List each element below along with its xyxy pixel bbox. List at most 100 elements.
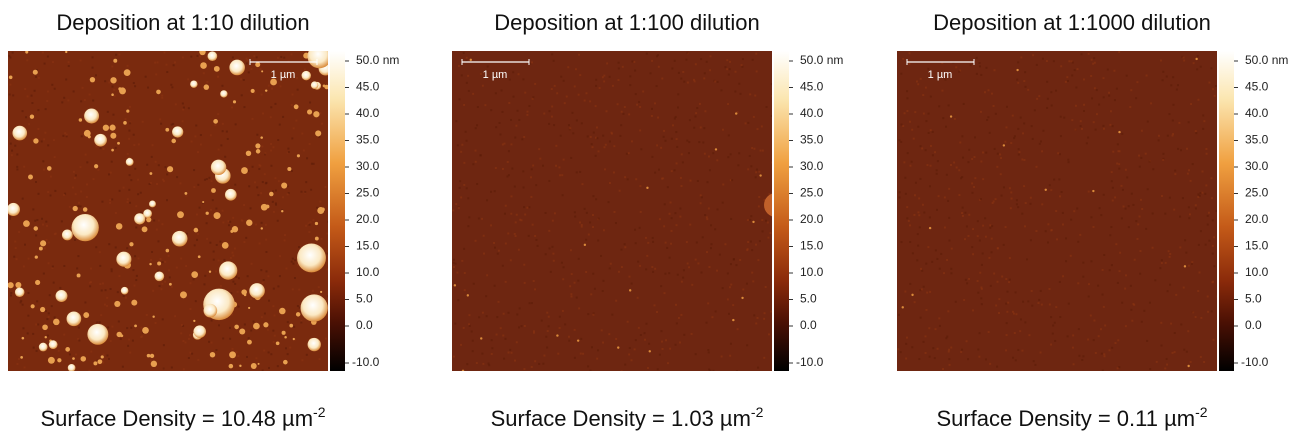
noise	[688, 266, 691, 269]
noise	[1008, 278, 1011, 281]
noise	[225, 130, 228, 133]
noise	[308, 142, 311, 145]
noise	[51, 266, 54, 269]
noise	[1013, 332, 1016, 335]
noise	[924, 335, 927, 338]
noise	[609, 262, 612, 265]
noise	[629, 75, 632, 78]
noise	[998, 312, 1001, 315]
noise	[1031, 137, 1034, 140]
colorbar-tick-label: 10.0	[800, 265, 824, 279]
noise	[116, 291, 119, 294]
noise	[765, 106, 768, 109]
noise	[650, 107, 653, 110]
particle	[23, 220, 30, 227]
noise	[159, 258, 162, 261]
noise	[573, 328, 576, 331]
noise	[1109, 234, 1112, 237]
noise	[763, 317, 766, 320]
panel-title: Deposition at 1:100 dilution	[494, 10, 759, 35]
noise	[129, 122, 132, 125]
noise	[79, 205, 82, 208]
noise	[114, 146, 117, 149]
noise	[67, 99, 70, 102]
noise	[77, 205, 80, 208]
noise	[219, 285, 222, 288]
noise	[677, 93, 680, 96]
noise	[1124, 207, 1127, 210]
noise	[163, 51, 166, 54]
noise	[900, 140, 903, 143]
noise	[1017, 127, 1020, 130]
particle	[156, 89, 161, 95]
noise	[704, 110, 707, 113]
noise	[65, 133, 68, 136]
noise	[261, 181, 264, 184]
noise	[100, 314, 103, 317]
noise	[1211, 219, 1214, 222]
noise	[967, 161, 970, 164]
noise	[642, 90, 645, 93]
noise	[729, 342, 732, 345]
noise	[906, 217, 909, 220]
noise	[481, 217, 484, 220]
noise	[669, 201, 672, 204]
noise	[921, 147, 924, 150]
noise	[160, 288, 163, 291]
noise	[187, 78, 190, 81]
particle	[84, 108, 100, 124]
noise	[77, 326, 80, 329]
noise	[260, 221, 263, 224]
noise	[920, 267, 923, 270]
noise	[1090, 260, 1093, 263]
noise	[1103, 353, 1106, 356]
noise	[617, 67, 620, 70]
noise	[1194, 204, 1197, 207]
noise	[1058, 195, 1061, 198]
colorbar-tick-label: 20.0	[1245, 212, 1269, 226]
noise	[111, 198, 114, 201]
noise	[1083, 109, 1086, 112]
noise	[1210, 177, 1213, 180]
noise	[953, 117, 956, 120]
noise	[747, 121, 750, 124]
particle	[246, 219, 253, 226]
noise	[753, 147, 756, 150]
noise	[53, 87, 56, 90]
noise	[534, 288, 537, 291]
particle	[65, 347, 71, 352]
noise	[272, 340, 275, 343]
noise	[113, 95, 116, 98]
noise	[637, 326, 640, 329]
noise	[150, 155, 153, 158]
noise	[1179, 215, 1182, 218]
noise	[950, 272, 953, 275]
noise	[107, 173, 110, 176]
noise	[183, 230, 186, 233]
noise	[264, 182, 267, 185]
noise	[688, 141, 691, 144]
noise	[194, 300, 197, 303]
noise	[1061, 223, 1064, 226]
particle	[32, 69, 38, 75]
noise	[615, 299, 618, 302]
noise	[510, 143, 513, 146]
noise	[1048, 184, 1051, 187]
noise	[137, 178, 140, 181]
particle	[142, 327, 149, 334]
noise	[227, 220, 230, 223]
noise	[279, 85, 282, 88]
noise	[286, 185, 289, 188]
noise	[552, 252, 555, 255]
noise	[919, 289, 922, 292]
noise	[1207, 211, 1210, 214]
noise	[707, 155, 710, 158]
noise	[1214, 85, 1217, 88]
noise	[514, 221, 517, 224]
particle	[126, 109, 130, 113]
noise	[1039, 351, 1042, 354]
noise	[1098, 207, 1101, 210]
noise	[899, 351, 902, 354]
